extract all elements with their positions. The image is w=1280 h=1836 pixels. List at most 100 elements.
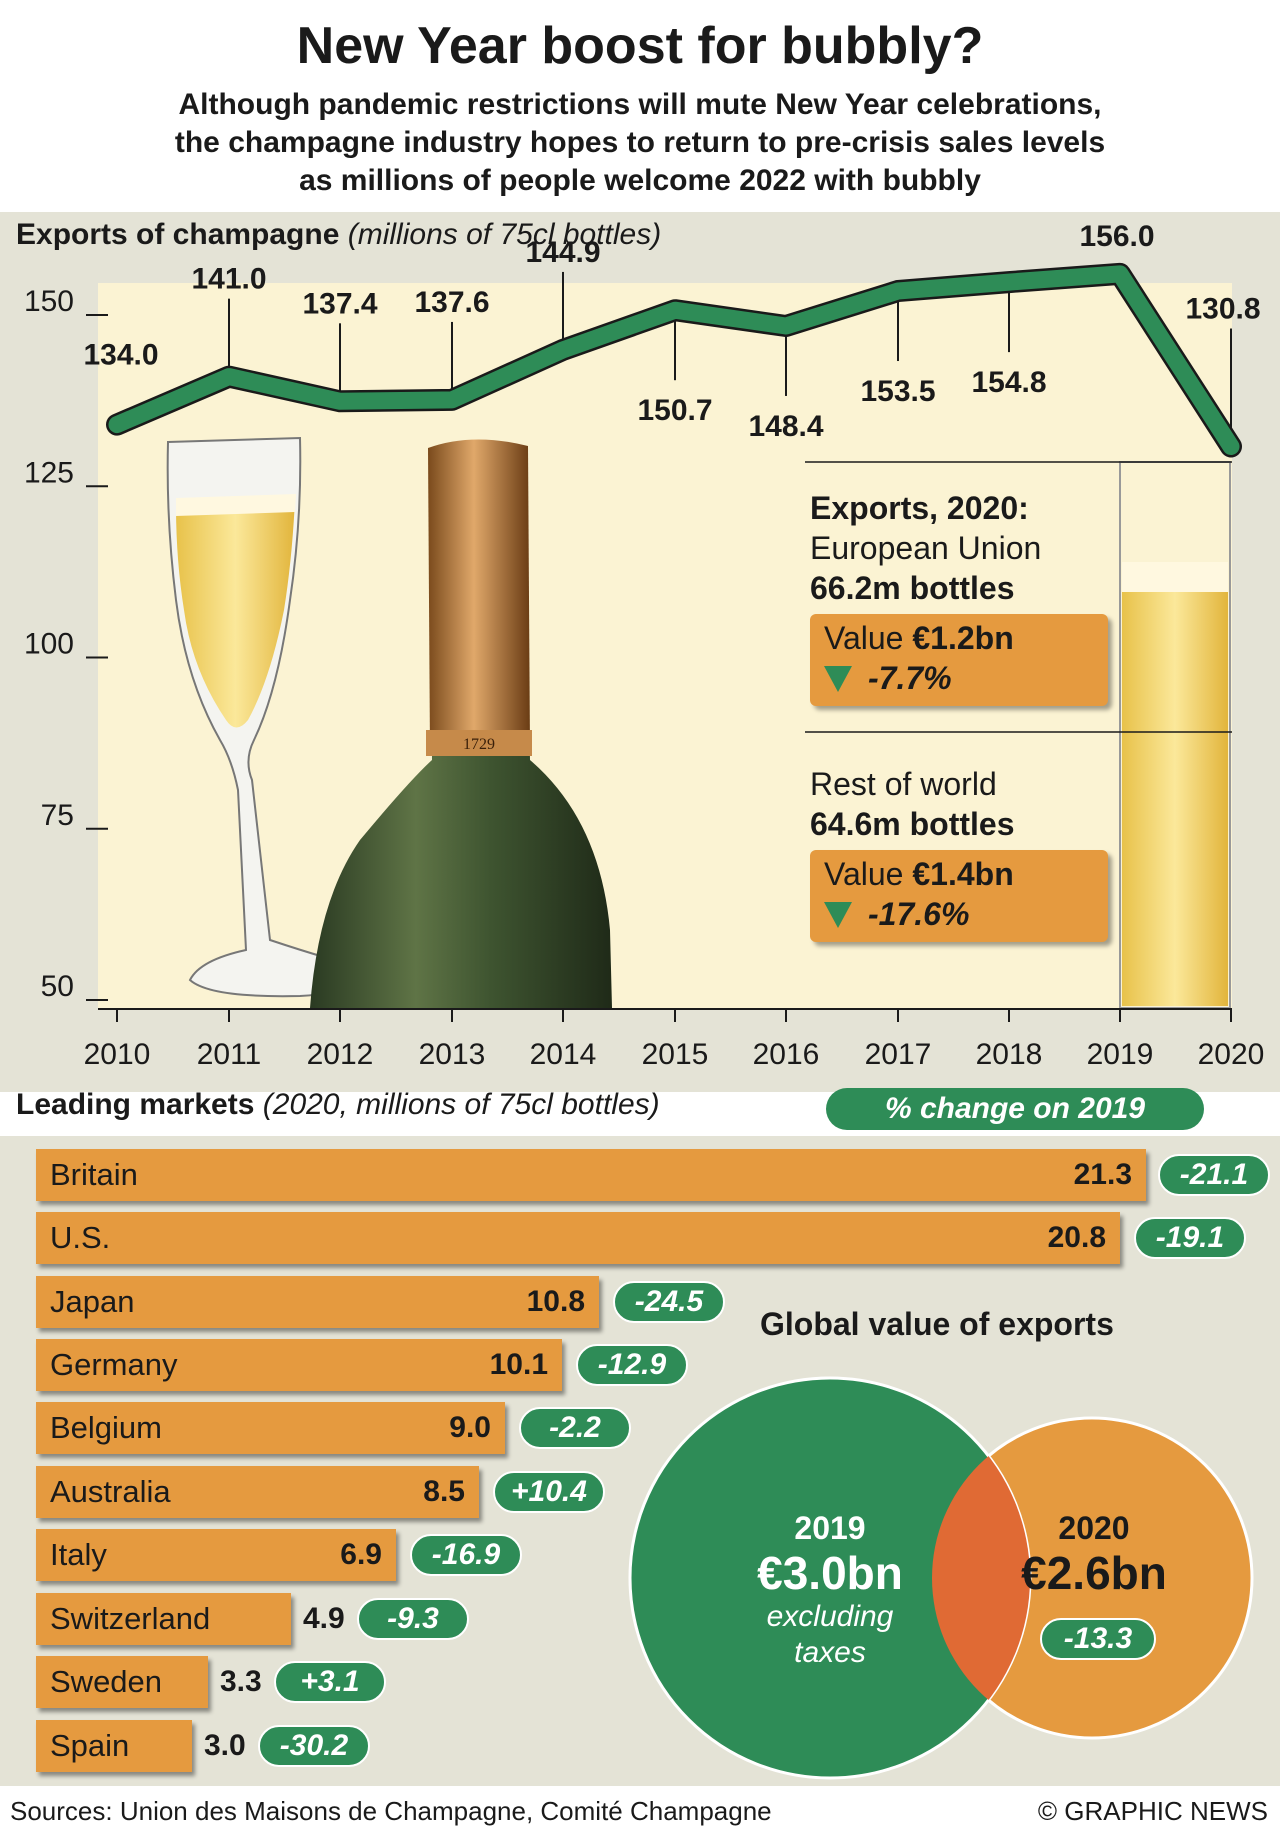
eu-value: €1.2bn <box>912 620 1014 656</box>
x-tick-label: 2017 <box>865 1038 932 1071</box>
exports-2020-heading: Exports, 2020: <box>810 490 1029 526</box>
x-tick-label: 2011 <box>197 1038 262 1071</box>
market-bar <box>36 1339 562 1391</box>
eu-value-box: Value €1.2bn -7.7% <box>810 614 1108 706</box>
svg-text:1729: 1729 <box>463 736 495 753</box>
market-name: Britain <box>50 1157 138 1192</box>
down-triangle-icon <box>824 666 852 692</box>
market-change-pill: -2.2 <box>519 1407 631 1449</box>
market-name: Sweden <box>50 1664 163 1699</box>
page-title: New Year boost for bubbly? <box>296 17 984 75</box>
y-tick-label: 125 <box>24 456 74 489</box>
market-change-pill: -12.9 <box>576 1344 688 1386</box>
x-tick-label: 2016 <box>753 1038 820 1071</box>
subtitle-line: as millions of people welcome 2022 with … <box>299 164 981 197</box>
x-tick-label: 2018 <box>976 1038 1043 1071</box>
market-change-pill: -9.3 <box>357 1598 469 1640</box>
data-label: 130.8 <box>1185 293 1260 326</box>
exports-chart-heading: Exports of champagne (millions of 75cl b… <box>16 218 661 252</box>
y-tick-label: 150 <box>24 285 74 318</box>
market-value: 10.1 <box>489 1348 548 1381</box>
market-name: U.S. <box>50 1220 111 1255</box>
exports-2020-eu: Exports, 2020: European Union 66.2m bott… <box>810 488 1041 608</box>
market-name: Germany <box>50 1347 178 1382</box>
market-name: Australia <box>50 1474 171 1509</box>
row-value-prefix: Value <box>824 856 904 892</box>
market-value: 20.8 <box>1047 1221 1106 1254</box>
page-subtitle: Although pandemic restrictions will mute… <box>60 86 1220 200</box>
market-value: 3.3 <box>220 1665 262 1698</box>
data-label: 137.6 <box>414 286 489 319</box>
data-labels: 134.0 141.0 137.4 137.6 144.9 150.7 148.4 153.5… <box>83 220 1260 443</box>
market-change-pill: -24.5 <box>613 1281 725 1323</box>
data-label: 150.7 <box>637 394 712 427</box>
footer <box>0 1788 1280 1836</box>
data-label: 141.0 <box>191 263 266 296</box>
champagne-bottle-illustration: 1729 <box>310 439 612 1008</box>
market-value: 21.3 <box>1073 1158 1132 1191</box>
market-bar <box>36 1276 599 1328</box>
exports-series-line-fill <box>108 265 1240 455</box>
market-value: 8.5 <box>423 1475 465 1508</box>
market-change-pill: -19.1 <box>1134 1217 1246 1259</box>
y-tick-label: 75 <box>41 799 74 832</box>
y-tick-label: 100 <box>24 628 74 661</box>
venn-2020-value: €2.6bn <box>1021 1547 1167 1599</box>
row-value-box: Value €1.4bn -17.6% <box>810 850 1108 942</box>
market-change-pill: +10.4 <box>493 1471 605 1513</box>
x-tick-label: 2020 <box>1198 1038 1265 1071</box>
market-change-pill: -30.2 <box>258 1725 370 1767</box>
eu-label: European Union <box>810 530 1042 566</box>
venn-2020-text: 2020 €2.6bn <box>1004 1510 1184 1599</box>
venn-2019-value: €3.0bn <box>757 1547 903 1599</box>
market-change-pill: +3.1 <box>274 1661 386 1703</box>
credit: © GRAPHIC NEWS <box>1037 1796 1268 1826</box>
venn-2020-change: -13.3 <box>1040 1618 1156 1660</box>
data-label: 134.0 <box>83 339 158 372</box>
row-label: Rest of world <box>810 766 997 802</box>
data-label: 153.5 <box>860 375 935 408</box>
x-axis: 2010 2011 2012 2013 2014 2015 2016 2017 2018 2019… <box>84 1009 1265 1071</box>
market-bar <box>36 1402 505 1454</box>
market-value: 10.8 <box>526 1285 585 1318</box>
exports-2020-row: Rest of world 64.6m bottles <box>810 764 1015 844</box>
market-name: Belgium <box>50 1410 162 1445</box>
market-bar <box>36 1656 208 1708</box>
market-value: 6.9 <box>340 1538 382 1571</box>
data-label: 154.8 <box>971 366 1046 399</box>
venn-2019-note: excluding <box>766 1600 894 1633</box>
eu-change: -7.7% <box>868 660 952 696</box>
subtitle-line: the champagne industry hopes to return t… <box>174 126 1106 159</box>
market-bar <box>36 1529 396 1581</box>
market-change-pill: -16.9 <box>410 1534 522 1576</box>
subtitle-line: Although pandemic restrictions will mute… <box>178 88 1102 121</box>
eu-value-prefix: Value <box>824 620 904 656</box>
markets-unit: (2020, millions of 75cl bottles) <box>262 1088 660 1121</box>
source-note: Sources: Union des Maisons de Champagne,… <box>10 1796 772 1826</box>
global-value-title: Global value of exports <box>760 1306 1114 1342</box>
x-tick-label: 2012 <box>307 1038 374 1071</box>
market-bar <box>36 1593 291 1645</box>
market-name: Japan <box>50 1284 135 1319</box>
market-bar <box>36 1466 479 1518</box>
market-name: Switzerland <box>50 1601 211 1636</box>
venn-2019-text: 2019 €3.0bn excluding taxes <box>730 1510 930 1671</box>
data-label: 144.9 <box>525 236 600 269</box>
market-value: 3.0 <box>204 1729 246 1762</box>
exports-chart-unit: (millions of 75cl bottles) <box>347 218 662 251</box>
venn-2019-note: taxes <box>794 1636 866 1669</box>
markets-heading: Leading markets (2020, millions of 75cl … <box>16 1088 660 1122</box>
y-axis: 150 125 100 75 50 <box>24 285 108 1003</box>
champagne-flute-illustration <box>166 436 374 998</box>
venn-2020-year: 2020 <box>1058 1510 1130 1546</box>
y-tick-label: 50 <box>41 970 74 1003</box>
x-tick-label: 2015 <box>642 1038 709 1071</box>
tall-glass-illustration <box>1119 461 1231 1009</box>
change-title-badge: % change on 2019 <box>826 1088 1204 1130</box>
market-change-pill: -21.1 <box>1158 1154 1270 1196</box>
market-value: 9.0 <box>449 1411 491 1444</box>
markets-title: Leading markets <box>16 1088 255 1121</box>
market-bar <box>36 1720 192 1772</box>
